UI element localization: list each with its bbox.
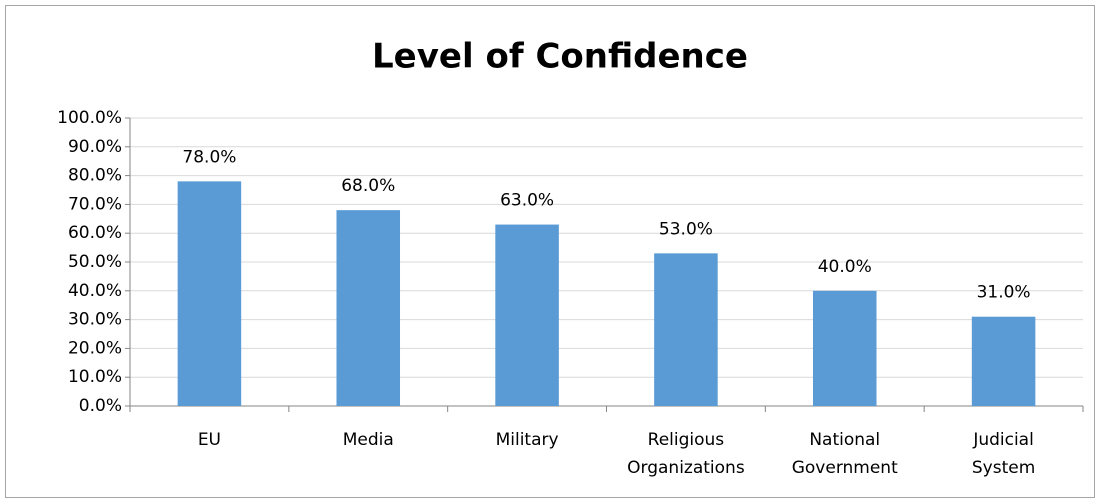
bar (336, 210, 401, 406)
y-tick-label: 80.0% (68, 166, 122, 186)
x-tick-label: Religious Organizations (627, 430, 745, 478)
y-tick-label: 90.0% (68, 137, 122, 157)
data-label: 31.0% (977, 283, 1031, 303)
y-tick-label: 0.0% (79, 396, 122, 416)
data-label: 78.0% (182, 147, 236, 167)
y-tick-label: 60.0% (68, 223, 122, 243)
bar (177, 181, 242, 406)
x-tick-label: Judicial System (971, 430, 1036, 478)
y-tick-label: 50.0% (68, 252, 122, 272)
chart-title: Level of Confidence (372, 37, 748, 77)
y-tick-label: 100.0% (57, 108, 122, 128)
data-label: 40.0% (818, 257, 872, 277)
data-label: 63.0% (500, 191, 554, 211)
bar (971, 316, 1036, 406)
y-tick-label: 20.0% (68, 338, 122, 358)
bar (495, 224, 559, 406)
x-tick-label: Media (342, 430, 394, 450)
y-tick-label: 70.0% (68, 194, 122, 214)
x-tick-label: Military (495, 430, 559, 450)
x-tick-label: EU (197, 430, 221, 450)
bar (654, 253, 718, 406)
y-tick-label: 10.0% (68, 367, 122, 387)
x-tick-label: National Government (791, 430, 898, 478)
y-tick-label: 30.0% (68, 310, 122, 330)
data-label: 53.0% (659, 219, 713, 239)
bar (812, 290, 877, 406)
data-label: 68.0% (341, 176, 395, 196)
y-tick-label: 40.0% (68, 281, 122, 301)
